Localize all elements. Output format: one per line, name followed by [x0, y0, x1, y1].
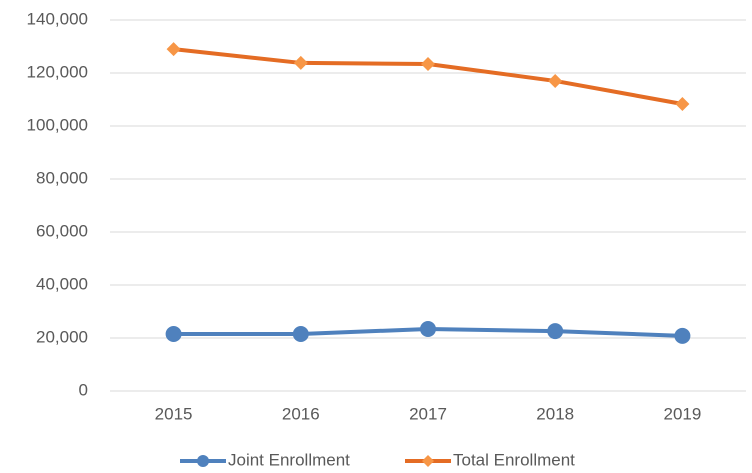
- x-tick-label: 2018: [536, 404, 574, 423]
- data-point: [165, 326, 182, 343]
- data-point: [548, 73, 563, 88]
- legend-marker: [422, 455, 434, 467]
- data-point: [674, 327, 691, 344]
- y-tick-label: 120,000: [27, 62, 88, 81]
- data-point: [421, 56, 435, 71]
- legend-marker: [197, 455, 209, 467]
- legend-label: Joint Enrollment: [228, 450, 350, 469]
- data-point: [547, 323, 564, 340]
- x-tick-label: 2019: [663, 404, 701, 423]
- data-point: [166, 42, 181, 57]
- y-tick-label: 80,000: [36, 168, 88, 187]
- x-tick-label: 2017: [409, 404, 447, 423]
- y-tick-label: 60,000: [36, 221, 88, 240]
- y-tick-label: 40,000: [36, 274, 88, 293]
- y-tick-label: 20,000: [36, 327, 88, 346]
- x-tick-label: 2016: [282, 404, 320, 423]
- data-point: [420, 320, 436, 337]
- y-tick-label: 100,000: [27, 115, 88, 134]
- legend-label: Total Enrollment: [453, 450, 575, 469]
- x-tick-label: 2015: [155, 404, 193, 423]
- data-point: [292, 326, 309, 343]
- data-point: [293, 55, 308, 70]
- data-point: [675, 97, 690, 112]
- y-tick-label: 0: [79, 380, 88, 399]
- y-tick-label: 140,000: [27, 9, 88, 28]
